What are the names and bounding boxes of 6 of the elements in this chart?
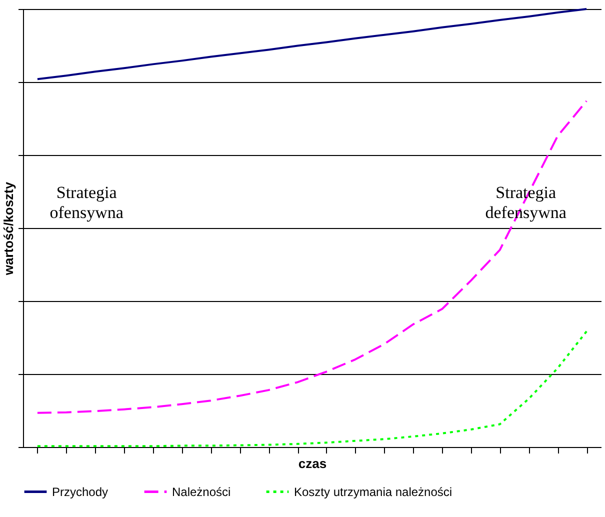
annotation: Strategia ofensywna — [50, 182, 124, 222]
legend-label: Koszty utrzymania należności — [294, 484, 452, 499]
legend-label: Przychody — [52, 484, 108, 499]
y-axis-title: wartość/koszty — [1, 181, 16, 276]
legend-label: Należności — [172, 484, 231, 499]
x-axis-title: czas — [298, 456, 327, 471]
